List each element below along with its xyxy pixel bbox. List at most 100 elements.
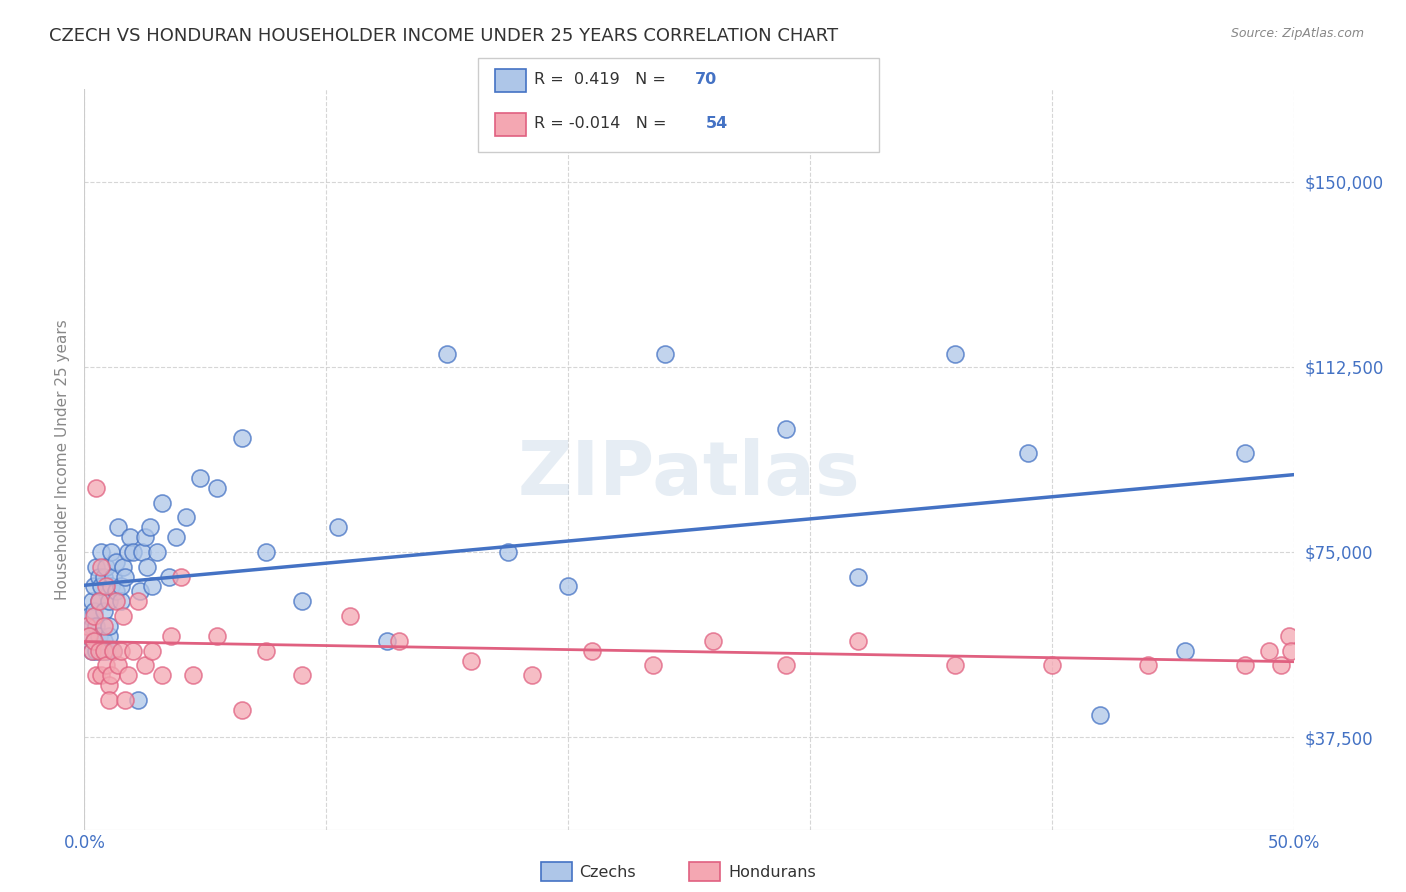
Point — [160, 629, 183, 643]
Point — [117, 668, 139, 682]
Point — [375, 633, 398, 648]
Point — [93, 619, 115, 633]
Point — [254, 545, 277, 559]
Point — [77, 609, 100, 624]
Point — [134, 530, 156, 544]
Point — [90, 545, 112, 559]
Point — [291, 668, 314, 682]
Point — [141, 579, 163, 593]
Point — [496, 545, 519, 559]
Point — [1234, 658, 1257, 673]
Point — [103, 569, 125, 583]
Point — [100, 545, 122, 559]
Point — [100, 579, 122, 593]
Point — [94, 658, 117, 673]
Point — [87, 594, 110, 608]
Point — [943, 347, 966, 361]
Point — [1258, 643, 1281, 657]
Point — [121, 643, 143, 657]
Point — [1174, 643, 1197, 657]
Point — [83, 579, 105, 593]
Point — [170, 569, 193, 583]
Point — [80, 643, 103, 657]
Point — [107, 520, 129, 534]
Point — [87, 569, 110, 583]
Point — [846, 569, 869, 583]
Point — [112, 559, 135, 574]
Text: Hondurans: Hondurans — [728, 865, 815, 880]
Point — [87, 594, 110, 608]
Point — [460, 653, 482, 667]
Point — [97, 693, 120, 707]
Point — [87, 629, 110, 643]
Point — [328, 520, 350, 534]
Point — [97, 629, 120, 643]
Point — [846, 633, 869, 648]
Point — [157, 569, 180, 583]
Point — [207, 629, 229, 643]
Point — [127, 594, 149, 608]
Point — [104, 555, 127, 569]
Point — [117, 545, 139, 559]
Point — [86, 668, 108, 682]
Point — [120, 530, 142, 544]
Point — [80, 594, 103, 608]
Point — [1040, 658, 1063, 673]
Point — [943, 658, 966, 673]
Point — [1278, 629, 1301, 643]
Point — [93, 633, 115, 648]
Point — [86, 481, 108, 495]
Text: ZIPatlas: ZIPatlas — [517, 438, 860, 511]
Point — [97, 678, 120, 692]
Point — [80, 619, 103, 633]
Point — [86, 559, 108, 574]
Point — [291, 594, 314, 608]
Point — [90, 579, 112, 593]
Point — [1137, 658, 1160, 673]
Point — [150, 495, 173, 509]
Point — [131, 545, 153, 559]
Point — [641, 658, 664, 673]
Point — [100, 668, 122, 682]
Y-axis label: Householder Income Under 25 years: Householder Income Under 25 years — [55, 319, 70, 599]
Point — [104, 584, 127, 599]
Point — [112, 609, 135, 624]
Point — [114, 569, 136, 583]
Point — [581, 643, 603, 657]
Point — [93, 569, 115, 583]
Text: R =  0.419   N =: R = 0.419 N = — [534, 72, 671, 87]
Point — [76, 619, 98, 633]
Point — [94, 579, 117, 593]
Point — [174, 510, 197, 524]
Point — [702, 633, 724, 648]
Point — [83, 633, 105, 648]
Point — [557, 579, 579, 593]
Point — [1279, 643, 1302, 657]
Text: CZECH VS HONDURAN HOUSEHOLDER INCOME UNDER 25 YEARS CORRELATION CHART: CZECH VS HONDURAN HOUSEHOLDER INCOME UND… — [49, 27, 838, 45]
Point — [1234, 446, 1257, 460]
Point — [654, 347, 676, 361]
Point — [150, 668, 173, 682]
Point — [138, 520, 160, 534]
Point — [165, 530, 187, 544]
Point — [775, 421, 797, 435]
Text: Czechs: Czechs — [579, 865, 636, 880]
Point — [80, 643, 103, 657]
Point — [90, 668, 112, 682]
Point — [775, 658, 797, 673]
Point — [97, 594, 120, 608]
Point — [1088, 707, 1111, 722]
Point — [1017, 446, 1039, 460]
Text: 54: 54 — [706, 117, 728, 131]
Point — [87, 643, 110, 657]
Point — [436, 347, 458, 361]
Point — [129, 584, 152, 599]
Point — [104, 594, 127, 608]
Point — [207, 481, 229, 495]
Point — [520, 668, 543, 682]
Point — [254, 643, 277, 657]
Point — [114, 693, 136, 707]
Point — [90, 559, 112, 574]
Point — [339, 609, 361, 624]
Point — [110, 579, 132, 593]
